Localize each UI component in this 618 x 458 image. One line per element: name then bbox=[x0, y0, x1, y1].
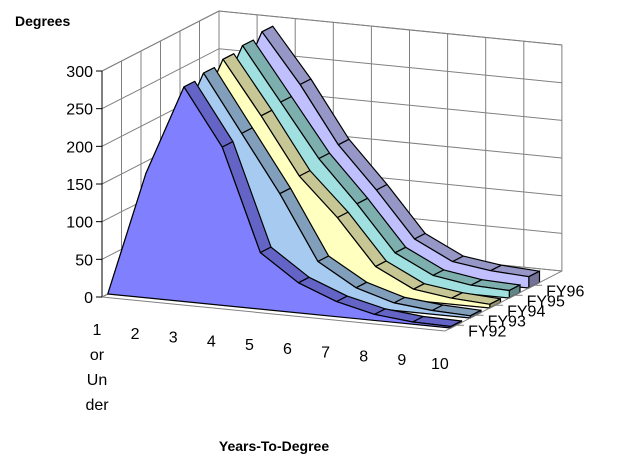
y-tick-label: 150 bbox=[66, 177, 93, 194]
series-label-fy95: FY95 bbox=[527, 293, 565, 310]
plot-areas bbox=[107, 25, 541, 329]
x-tick-label: 7 bbox=[321, 345, 330, 362]
x-axis-ticks: 1 or Un der 2 3 4 5 6 7 8 9 10 bbox=[85, 270, 563, 414]
x-axis-label: Years-To-Degree bbox=[219, 438, 329, 454]
y-tick-label: 100 bbox=[66, 215, 93, 232]
ribbon-front-fy92 bbox=[107, 86, 452, 329]
y-tick-label: 300 bbox=[66, 64, 93, 81]
y-axis-ticks: 0 50 100 150 200 250 300 bbox=[66, 64, 93, 307]
series-label-fy92: FY92 bbox=[468, 323, 506, 340]
series-label-fy93: FY93 bbox=[488, 313, 526, 330]
x-tick-label: 9 bbox=[397, 352, 406, 369]
series-label-fy96: FY96 bbox=[546, 283, 584, 300]
x-tick-label: or bbox=[90, 347, 105, 364]
x-tick-label: 2 bbox=[131, 326, 140, 343]
x-axis-line bbox=[101, 296, 445, 332]
x-tick-label: 4 bbox=[207, 333, 216, 350]
x-tick-label: 6 bbox=[283, 341, 292, 358]
x-tick-label: Un bbox=[87, 372, 107, 389]
series-fy92 bbox=[107, 80, 463, 329]
y-tick-label: 200 bbox=[66, 139, 93, 156]
x-tick-label: 1 bbox=[93, 322, 102, 339]
x-tick-label: der bbox=[85, 397, 109, 414]
y-tick-label: 0 bbox=[84, 290, 93, 307]
y-tick-label: 250 bbox=[66, 102, 93, 119]
x-tick-label: 8 bbox=[359, 348, 368, 365]
x-tick-label: 3 bbox=[169, 330, 178, 347]
y-axis-label: Degrees bbox=[15, 13, 70, 29]
depth-axis-line bbox=[444, 270, 563, 332]
series-label-fy94: FY94 bbox=[507, 303, 545, 320]
x-tick-label: 5 bbox=[245, 337, 254, 354]
y-tick-label: 50 bbox=[75, 252, 93, 269]
x-tick-label: 10 bbox=[431, 356, 449, 373]
